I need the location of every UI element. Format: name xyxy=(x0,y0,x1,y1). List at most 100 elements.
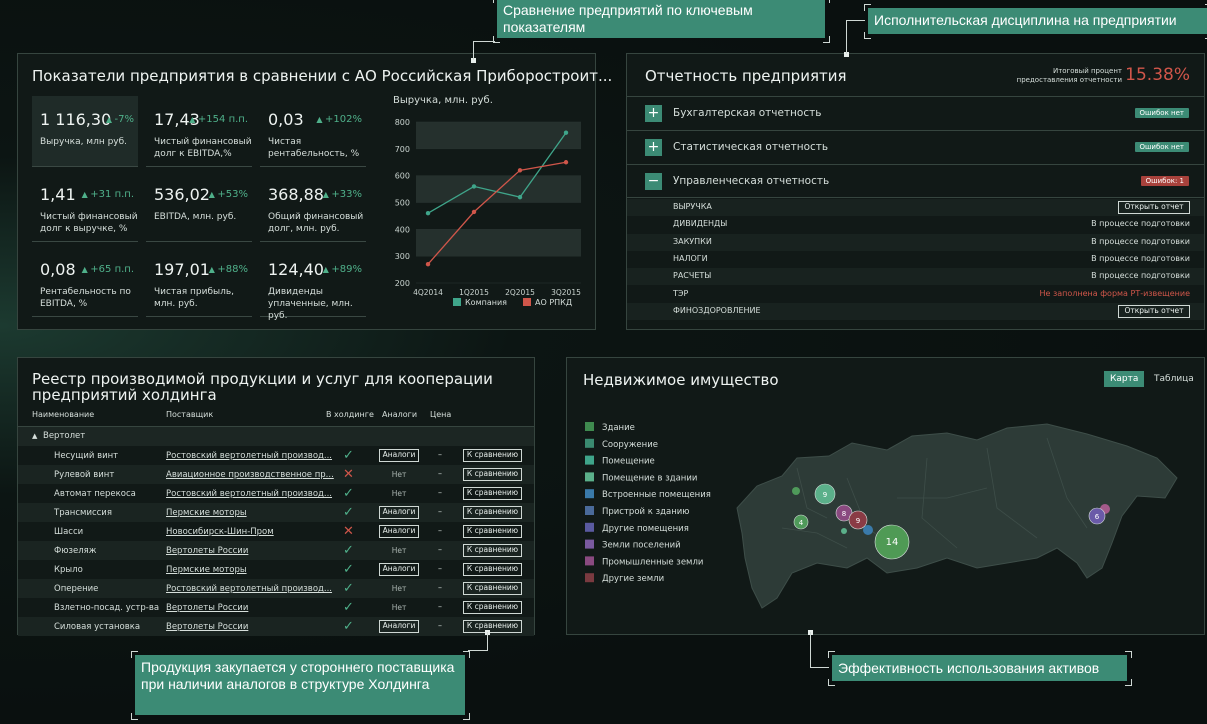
kpi-card: 197,01+88% Чистая прибыль, млн. руб. xyxy=(146,246,252,317)
callout: Исполнительская дисциплина на предприяти… xyxy=(868,8,1207,34)
column-header: Аналоги xyxy=(382,410,418,419)
y-tick-label: 600 xyxy=(395,172,410,181)
legend-label: Другие помещения xyxy=(602,524,689,534)
product-name: Фюзеляж xyxy=(54,546,97,556)
kpi-card: 368,88+33% Общий финансовый долг, млн. ру… xyxy=(260,171,366,242)
bubble-label: 14 xyxy=(886,537,899,548)
analog-button[interactable]: Аналоги xyxy=(379,506,419,519)
connector-dot xyxy=(471,58,476,63)
supplier-link[interactable]: Ростовский вертолетный производ... xyxy=(166,451,333,461)
grid-band xyxy=(416,229,581,257)
tab[interactable]: Таблица xyxy=(1154,374,1194,384)
toggle-icon[interactable]: + xyxy=(645,105,662,122)
point xyxy=(471,184,477,189)
map-bubble[interactable] xyxy=(848,510,868,530)
compare-button[interactable]: К сравнению xyxy=(463,620,522,633)
map-bubble[interactable] xyxy=(874,524,910,560)
y-tick-label: 300 xyxy=(395,252,410,261)
compare-button[interactable]: К сравнению xyxy=(463,544,522,557)
legend-label: Здание xyxy=(602,423,635,433)
supplier-link[interactable]: Авиационное производственное пр... xyxy=(166,470,334,480)
map-bubble[interactable] xyxy=(793,514,809,530)
compare-button[interactable]: К сравнению xyxy=(463,487,522,500)
bracket xyxy=(463,651,470,658)
kpi-value: 1 116,30 xyxy=(40,110,112,129)
chart-title: Выручка, млн. руб. xyxy=(393,95,493,106)
map-marker xyxy=(863,525,873,535)
group-name[interactable]: Вертолет xyxy=(43,431,86,441)
product-name: Крыло xyxy=(54,565,83,575)
toggle-icon[interactable]: − xyxy=(645,173,662,190)
supplier-link[interactable]: Вертолеты России xyxy=(166,546,249,556)
toggle-icon[interactable]: + xyxy=(645,139,662,156)
map-bubble[interactable] xyxy=(814,483,836,505)
legend-swatch xyxy=(453,298,461,306)
analog-button[interactable]: Аналоги xyxy=(379,525,419,538)
legend-swatch xyxy=(523,298,531,306)
map-bubble[interactable] xyxy=(1088,507,1106,525)
tab[interactable]: Карта xyxy=(1104,371,1145,387)
section-divider xyxy=(627,130,1204,131)
panel-title: Недвижимое имущество xyxy=(583,371,779,389)
compare-button[interactable]: К сравнению xyxy=(463,468,522,481)
supplier-link[interactable]: Пермские моторы xyxy=(166,508,247,518)
row-name: ФИНОЗДОРОВЛЕНИЕ xyxy=(673,305,761,315)
analog-button[interactable]: Аналоги xyxy=(379,449,419,462)
kpi-card: 0,03 +102% Чистая рентабельность, % xyxy=(260,96,366,167)
holding-icon: ✓ xyxy=(343,543,354,558)
compare-button[interactable]: К сравнению xyxy=(463,525,522,538)
legend-swatch xyxy=(585,455,594,465)
kpi-delta: -7% xyxy=(106,114,134,125)
compare-button[interactable]: К сравнению xyxy=(463,563,522,576)
price: – xyxy=(438,469,442,478)
legend-swatch xyxy=(585,422,594,431)
callout: Эффективность использования активов xyxy=(832,655,1127,681)
y-tick-label: 200 xyxy=(395,279,410,288)
holding-icon: ✓ xyxy=(343,448,354,463)
analog-none: Нет xyxy=(391,470,407,479)
supplier-link[interactable]: Новосибирск-Шин-Пром xyxy=(166,527,274,537)
price: – xyxy=(438,564,442,573)
supplier-link[interactable]: Вертолеты России xyxy=(166,603,249,613)
row-bg xyxy=(627,199,1204,216)
kpi-delta: +65 п.п. xyxy=(82,264,134,275)
point xyxy=(471,209,477,215)
kpi-label: Чистый финансовый долг к выручке, % xyxy=(40,212,138,234)
connector xyxy=(810,632,829,668)
point xyxy=(563,160,569,165)
open-report-button[interactable]: Открыть отчет xyxy=(1118,304,1190,318)
kpi-value: 1,41 xyxy=(40,185,76,204)
legend-label: Встроенные помещения xyxy=(602,490,711,500)
kpi-delta: +88% xyxy=(209,264,248,275)
compare-button[interactable]: К сравнению xyxy=(463,506,522,519)
compare-button[interactable]: К сравнению xyxy=(463,582,522,595)
compare-button[interactable]: К сравнению xyxy=(463,449,522,462)
supplier-link[interactable]: Вертолеты России xyxy=(166,622,249,632)
compare-button[interactable]: К сравнению xyxy=(463,601,522,614)
bracket xyxy=(828,679,835,686)
y-tick-label: 700 xyxy=(395,145,410,154)
row-name: ДИВИДЕНДЫ xyxy=(673,219,728,229)
price: – xyxy=(438,450,442,459)
product-name: Рулевой винт xyxy=(54,470,115,480)
analog-button[interactable]: Аналоги xyxy=(379,563,419,576)
supplier-link[interactable]: Пермские моторы xyxy=(166,565,247,575)
kpi-delta: +53% xyxy=(209,189,248,200)
price: – xyxy=(438,526,442,535)
kpi-card: 0,08 +65 п.п. Рентабельность по EBITDA, % xyxy=(32,246,138,317)
kpi-label: Чистая рентабельность, % xyxy=(268,137,360,159)
column-header: В холдинге xyxy=(326,410,374,419)
bracket xyxy=(131,713,138,720)
kpi-card: 536,02+53% EBITDA, млн. руб. xyxy=(146,171,252,242)
kpi-label: EBITDA, млн. руб. xyxy=(154,212,237,222)
map-marker xyxy=(841,528,847,534)
bubble-label: 8 xyxy=(842,510,846,518)
supplier-link[interactable]: Ростовский вертолетный производ... xyxy=(166,489,333,499)
open-report-button[interactable]: Открыть отчет xyxy=(1118,201,1190,214)
bubble-label: 4 xyxy=(799,519,804,527)
supplier-link[interactable]: Ростовский вертолетный производ... xyxy=(166,584,333,594)
analog-button[interactable]: Аналоги xyxy=(379,620,419,633)
bracket xyxy=(1205,32,1207,39)
kpi-label: Чистый финансовый долг к EBITDA,% xyxy=(154,137,252,159)
